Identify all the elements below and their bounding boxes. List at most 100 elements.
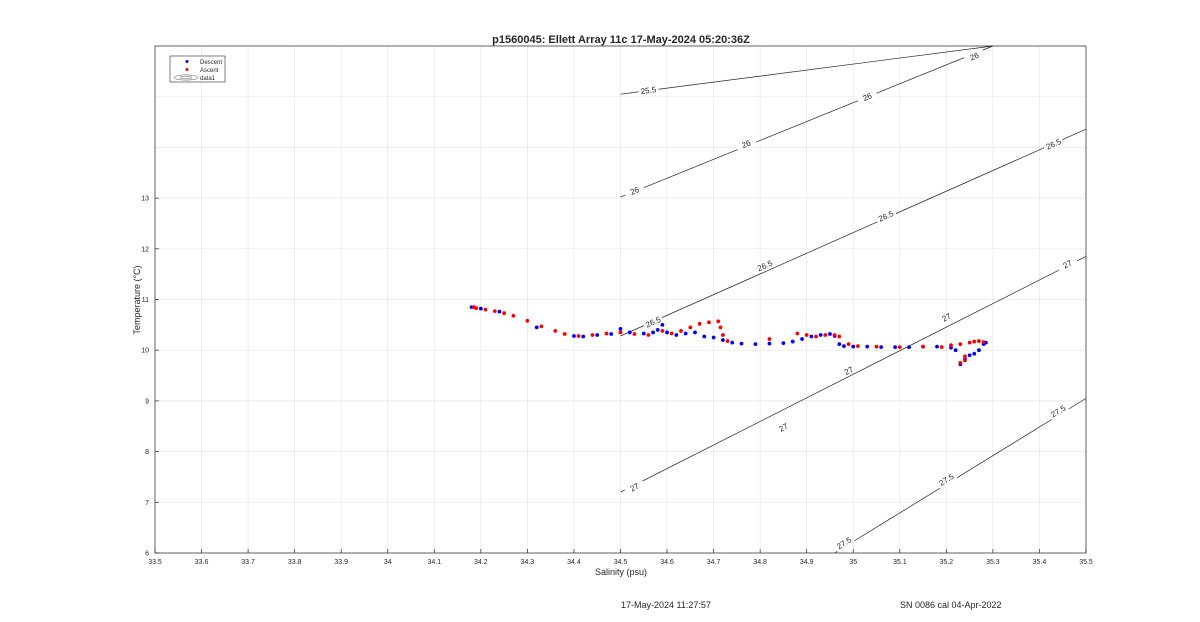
legend-label-data1: data1 xyxy=(200,76,216,82)
contour-label-bg xyxy=(753,256,776,275)
descent-point xyxy=(730,340,735,345)
x-tick-label: 35 xyxy=(849,559,857,566)
contour-label-bg xyxy=(623,478,646,497)
y-tick-label: 13 xyxy=(141,196,149,203)
y-tick-label: 7 xyxy=(145,500,149,507)
legend-marker-ascent xyxy=(185,68,189,71)
x-tick-label: 34 xyxy=(384,559,392,566)
ascent-point xyxy=(660,329,665,333)
descent-point xyxy=(767,341,772,346)
ascent-point xyxy=(804,333,809,337)
legend: Descent Ascent data1 xyxy=(169,55,226,83)
x-tick-label: 35.1 xyxy=(893,559,907,566)
descent-point xyxy=(595,333,600,337)
ascent-point xyxy=(721,333,725,337)
descent-point xyxy=(879,345,884,350)
contour-label-bg xyxy=(1042,135,1065,153)
contour-line-27-5 xyxy=(834,398,1087,554)
ascent-point xyxy=(590,333,595,337)
descent-point xyxy=(935,344,939,349)
y-tick-label: 10 xyxy=(141,348,149,355)
contour-label: 26 xyxy=(862,91,874,103)
data-points xyxy=(469,305,988,367)
descent-point xyxy=(842,344,846,349)
contour-label-bg xyxy=(935,308,958,327)
ascent-point xyxy=(525,318,530,323)
descent-point xyxy=(967,353,972,358)
descent-point xyxy=(800,337,804,341)
contour-label: 26 xyxy=(741,138,753,150)
contour-label-bg xyxy=(837,361,860,380)
descent-point xyxy=(972,351,977,356)
ascent-point xyxy=(725,339,730,343)
descent-point xyxy=(893,345,898,350)
ascent-point xyxy=(814,334,818,339)
x-tick-label: 34.9 xyxy=(800,559,814,566)
descent-point xyxy=(651,330,655,335)
descent-point xyxy=(618,327,623,331)
contour-label-bg xyxy=(832,533,856,553)
ascent-point xyxy=(576,334,581,338)
x-tick-label: 35.5 xyxy=(1079,559,1093,566)
ascent-point xyxy=(967,340,972,345)
contour-label-bg xyxy=(935,469,958,489)
ascent-point xyxy=(483,307,488,312)
x-tick-label: 34.2 xyxy=(474,559,488,566)
contour-label-bg xyxy=(963,47,986,65)
descent-point xyxy=(790,339,795,344)
descent-point xyxy=(572,334,576,338)
contour-line-25-5 xyxy=(620,45,993,95)
ascent-point xyxy=(795,331,800,336)
x-tick-label: 34.3 xyxy=(521,559,535,566)
ascent-point xyxy=(939,345,944,350)
ascent-point xyxy=(921,344,925,349)
contour-label: 27 xyxy=(778,421,790,433)
contour-label-bg xyxy=(856,88,879,106)
ascent-point xyxy=(502,311,507,316)
contour-label-bg xyxy=(1056,255,1079,273)
ascent-point xyxy=(958,342,963,347)
x-tick-label: 34.6 xyxy=(660,559,674,566)
descent-point xyxy=(609,332,614,336)
descent-point xyxy=(478,306,483,311)
ascent-point xyxy=(846,342,851,347)
descent-point xyxy=(683,331,688,336)
ascent-point xyxy=(718,325,723,330)
ascent-point xyxy=(604,331,609,336)
ascent-point xyxy=(977,339,981,343)
ascent-point xyxy=(511,313,516,318)
x-tick-label: 34.1 xyxy=(427,559,441,566)
x-tick-label: 34.8 xyxy=(753,559,767,566)
ascent-point xyxy=(679,329,683,333)
descent-point xyxy=(534,325,539,330)
contour-line-27 xyxy=(620,256,1087,493)
y-axis-label: Temperature (°C) xyxy=(132,265,142,334)
descent-point xyxy=(809,334,814,339)
contour-label: 26 xyxy=(629,185,641,197)
x-tick-label: 35.2 xyxy=(940,559,954,566)
descent-point xyxy=(655,328,660,332)
ascent-point xyxy=(837,334,842,339)
ascent-point xyxy=(632,332,637,336)
descent-point xyxy=(781,341,786,346)
descent-point xyxy=(497,309,502,314)
x-tick-label: 33.5 xyxy=(148,559,162,566)
contour-label: 27 xyxy=(941,311,953,323)
contour-label: 27 xyxy=(1062,258,1074,270)
chart-title: p1560045: Ellett Array 11c 17-May-2024 0… xyxy=(492,34,750,46)
x-axis-label: Salinity (psu) xyxy=(595,567,647,577)
descent-point xyxy=(702,334,707,339)
descent-point xyxy=(739,341,744,346)
descent-point xyxy=(674,333,679,337)
ascent-point xyxy=(553,329,558,333)
footer-calibration: SN 0086 cal 04-Apr-2022 xyxy=(900,600,1002,610)
y-tick-label: 9 xyxy=(145,398,149,405)
contour-label-bg xyxy=(1046,401,1070,421)
descent-point xyxy=(818,333,823,337)
contour-label-bg xyxy=(623,182,646,199)
ascent-point xyxy=(716,319,721,324)
ascent-point xyxy=(856,344,860,349)
descent-point xyxy=(953,348,958,353)
ascent-point xyxy=(823,333,828,337)
descent-point xyxy=(851,344,856,349)
